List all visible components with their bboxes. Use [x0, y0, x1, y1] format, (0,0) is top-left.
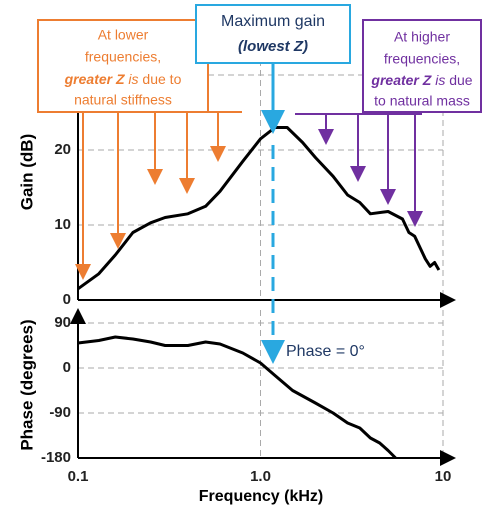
x-tick-label: 10	[435, 468, 452, 485]
y-tick-label: 90	[54, 314, 71, 331]
annotation-box	[195, 4, 351, 64]
annotation: Phase = 0°	[286, 343, 365, 360]
y-tick-label: 0	[63, 359, 71, 376]
annotation: is	[125, 71, 139, 87]
y-tick-label: -180	[41, 449, 71, 466]
annotation: greater Z is due	[370, 72, 472, 88]
y-axis-title: Gain (dB)	[17, 134, 36, 211]
y-tick-label: 20	[54, 141, 71, 158]
y-tick-label: 0	[63, 291, 71, 308]
annotation: Maximum gain	[221, 13, 325, 30]
annotation: natural stiffness	[74, 92, 172, 108]
annotation: frequencies,	[384, 51, 460, 67]
annotation: to natural mass	[374, 93, 470, 109]
x-tick-label: 1.0	[250, 468, 271, 485]
y-tick-label: 10	[54, 216, 71, 233]
annotation: is	[431, 72, 445, 88]
line	[77, 126, 441, 291]
y-axis-title: Phase (degrees)	[17, 319, 36, 450]
x-axis-title: Frequency (kHz)	[199, 488, 323, 505]
line	[77, 335, 397, 460]
annotation: frequencies,	[85, 49, 161, 65]
annotation: At higher	[394, 29, 450, 45]
annotation-arrows	[75, 111, 242, 280]
annotation-emphasis: greater Z	[64, 71, 125, 87]
annotation: due	[445, 72, 472, 88]
annotation-box	[37, 19, 209, 113]
y-tick-label: -90	[49, 404, 71, 421]
annotation-arrows	[295, 113, 423, 227]
annotation-emphasis: greater Z	[370, 72, 431, 88]
annotation-box	[362, 19, 482, 113]
annotation: (lowest Z)	[238, 38, 308, 55]
annotation: due to	[139, 71, 182, 87]
annotation: greater Z is due to	[64, 71, 182, 87]
x-tick-label: 0.1	[68, 468, 89, 485]
annotation: At lower	[98, 27, 149, 43]
